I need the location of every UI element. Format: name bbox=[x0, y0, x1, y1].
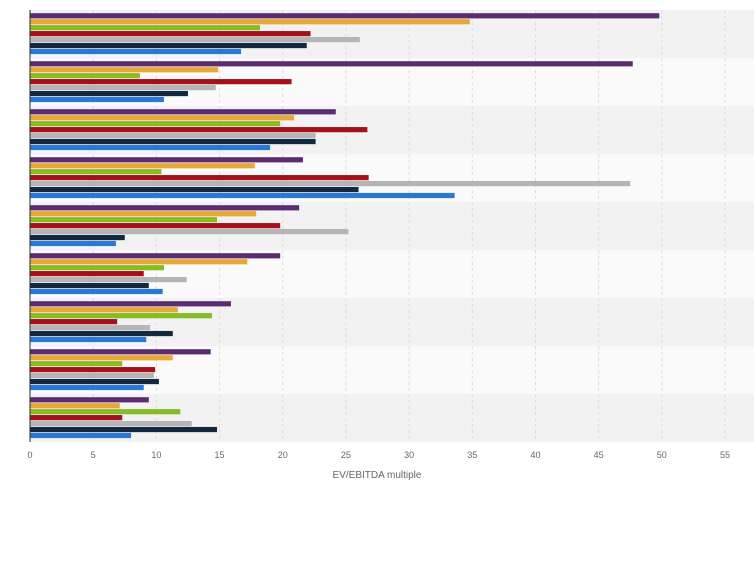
x-tick-label: 55 bbox=[720, 450, 730, 460]
bar bbox=[30, 163, 255, 169]
bar bbox=[30, 144, 271, 151]
bar bbox=[30, 205, 300, 211]
bar bbox=[30, 361, 123, 367]
bar bbox=[30, 319, 118, 325]
bar bbox=[30, 288, 163, 295]
bar bbox=[30, 211, 257, 217]
bar bbox=[30, 265, 164, 271]
bar bbox=[30, 133, 316, 139]
x-tick-label: 35 bbox=[467, 450, 477, 460]
bar bbox=[30, 121, 281, 127]
bar bbox=[30, 378, 159, 385]
bar bbox=[30, 73, 140, 79]
bar bbox=[30, 192, 455, 199]
bar bbox=[30, 85, 216, 91]
bar bbox=[30, 325, 151, 331]
x-tick-labels: 0 5 10 15 20 25 30 35 40 45 50 55 bbox=[27, 450, 730, 460]
bar bbox=[30, 301, 231, 307]
x-tick-label: 10 bbox=[151, 450, 161, 460]
row-band bbox=[30, 394, 754, 442]
bar bbox=[30, 409, 181, 415]
bar bbox=[30, 336, 147, 343]
bar bbox=[30, 367, 156, 373]
x-tick-label: 45 bbox=[594, 450, 604, 460]
bar bbox=[30, 217, 218, 223]
bar bbox=[30, 240, 116, 247]
bar bbox=[30, 181, 631, 187]
bar bbox=[30, 426, 218, 433]
bar bbox=[30, 271, 144, 277]
x-tick-label: 50 bbox=[657, 450, 667, 460]
bar bbox=[30, 415, 123, 421]
bar bbox=[30, 253, 281, 259]
bar bbox=[30, 48, 242, 55]
bar bbox=[30, 259, 248, 265]
x-tick-label: 15 bbox=[215, 450, 225, 460]
x-tick-label: 0 bbox=[27, 450, 32, 460]
bar bbox=[30, 373, 154, 379]
bar bbox=[30, 79, 292, 85]
bar bbox=[30, 282, 149, 289]
bar bbox=[30, 138, 316, 145]
x-tick-label: 40 bbox=[530, 450, 540, 460]
bar bbox=[30, 67, 219, 73]
bar bbox=[30, 61, 633, 67]
bar bbox=[30, 397, 149, 403]
bar bbox=[30, 175, 369, 181]
bar bbox=[30, 127, 368, 133]
bar bbox=[30, 355, 173, 361]
bar bbox=[30, 277, 187, 283]
bar bbox=[30, 186, 359, 193]
bar bbox=[30, 42, 307, 49]
bar bbox=[30, 349, 211, 355]
x-tick-label: 5 bbox=[91, 450, 96, 460]
bar bbox=[30, 421, 192, 427]
bar bbox=[30, 13, 660, 19]
bar bbox=[30, 169, 162, 175]
bar bbox=[30, 115, 295, 121]
bar bbox=[30, 109, 336, 115]
bar bbox=[30, 157, 303, 163]
bar bbox=[30, 31, 311, 37]
x-tick-label: 30 bbox=[404, 450, 414, 460]
x-tick-label: 20 bbox=[278, 450, 288, 460]
bar bbox=[30, 90, 188, 97]
bar bbox=[30, 403, 120, 409]
bar bbox=[30, 19, 470, 25]
bar bbox=[30, 37, 360, 43]
x-tick-label: 25 bbox=[341, 450, 351, 460]
x-axis-label: EV/EBITDA multiple bbox=[333, 470, 422, 481]
bar bbox=[30, 96, 164, 103]
bar bbox=[30, 223, 281, 229]
bar bbox=[30, 330, 173, 337]
bar bbox=[30, 313, 212, 319]
bar bbox=[30, 229, 349, 235]
bar bbox=[30, 25, 260, 31]
bars bbox=[30, 13, 660, 439]
bar bbox=[30, 307, 178, 313]
bar bbox=[30, 432, 132, 439]
bar bbox=[30, 384, 144, 391]
bar bbox=[30, 234, 125, 241]
